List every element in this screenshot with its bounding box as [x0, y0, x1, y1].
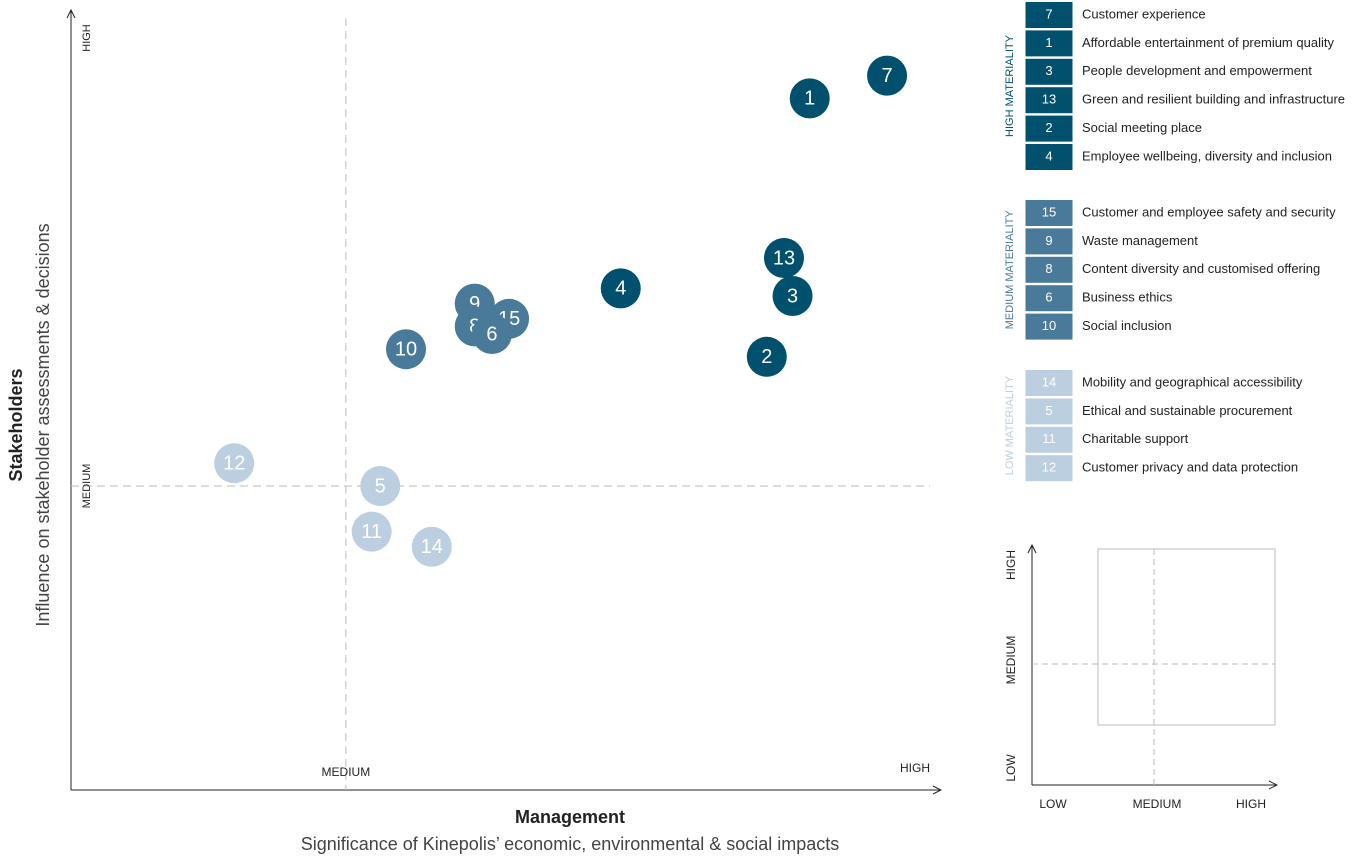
- key-x-label: HIGH: [1236, 797, 1266, 811]
- point-label: 6: [486, 323, 497, 345]
- y-axis-subtitle: Influence on stakeholder assessments & d…: [33, 223, 53, 626]
- point: [763, 238, 804, 278]
- legend-group-title: MEDIUM MATERIALITY: [1004, 210, 1016, 330]
- key-y-label: MEDIUM: [1004, 636, 1018, 685]
- legend-swatch: [1024, 29, 1074, 58]
- point: [214, 443, 255, 484]
- legend-number: 6: [1045, 290, 1052, 305]
- legend-text: Affordable entertainment of premium qual…: [1082, 35, 1334, 50]
- point-label: 2: [761, 346, 772, 368]
- legend-number: 8: [1045, 261, 1052, 276]
- legend-number: 3: [1045, 63, 1052, 78]
- legend-text: Social meeting place: [1082, 120, 1202, 135]
- legend-swatch: [1024, 227, 1074, 256]
- point: [386, 329, 427, 370]
- legend-swatch: [1024, 397, 1074, 426]
- y-axis-title: Stakeholders: [6, 368, 26, 481]
- legend-number: 5: [1045, 403, 1052, 418]
- y-tick-label: MEDIUM: [81, 464, 93, 509]
- legend-text: Business ethics: [1082, 290, 1173, 305]
- point: [471, 314, 512, 354]
- point-label: 14: [421, 536, 443, 558]
- legend-number: 12: [1042, 460, 1056, 475]
- legend-number: 14: [1042, 374, 1056, 389]
- legend-swatch: [1024, 369, 1074, 397]
- legend-text: Employee wellbeing, diversity and inclus…: [1082, 148, 1332, 163]
- legend-swatch: [1024, 199, 1074, 227]
- legend-number: 9: [1045, 233, 1052, 248]
- key-x-label: MEDIUM: [1133, 797, 1182, 811]
- legend-text: People development and empowerment: [1082, 63, 1312, 78]
- point: [746, 336, 787, 377]
- legend-swatch: [1024, 425, 1074, 454]
- legend-number: 7: [1045, 6, 1052, 21]
- key-y-label: HIGH: [1004, 550, 1018, 580]
- point: [789, 78, 830, 119]
- point-label: 9: [469, 293, 480, 315]
- x-axis-title: Management: [515, 807, 625, 827]
- legend-swatch: [1024, 143, 1074, 171]
- x-axis-subtitle: Significance of Kinepolis’ economic, env…: [301, 834, 840, 854]
- point-label: 4: [615, 278, 626, 300]
- point-label: 11: [361, 521, 382, 543]
- legend-group-title: LOW MATERIALITY: [1004, 375, 1016, 475]
- legend-swatch: [1024, 86, 1074, 115]
- point-label: 12: [223, 452, 245, 474]
- legend-text: Mobility and geographical accessibility: [1082, 374, 1303, 389]
- legend-group-title: HIGH MATERIALITY: [1004, 34, 1016, 137]
- legend-swatch: [1024, 1, 1074, 29]
- point: [411, 526, 452, 567]
- point: [351, 511, 392, 552]
- legend-swatch: [1024, 114, 1074, 143]
- legend-number: 13: [1042, 92, 1056, 107]
- legend-text: Waste management: [1082, 233, 1198, 248]
- key-x-label: LOW: [1039, 797, 1067, 811]
- legend-number: 15: [1042, 204, 1056, 219]
- legend-number: 2: [1045, 120, 1052, 135]
- x-tick-label: HIGH: [900, 761, 930, 775]
- key-box: [1097, 548, 1276, 726]
- legend-number: 11: [1042, 431, 1056, 446]
- legend-swatch: [1024, 454, 1074, 483]
- legend-number: 4: [1045, 148, 1052, 163]
- key-y-label: LOW: [1004, 754, 1018, 782]
- point-label: 7: [881, 65, 892, 87]
- legend-swatch: [1024, 284, 1074, 313]
- legend-text: Green and resilient building and infrast…: [1082, 92, 1345, 107]
- legend-number: 1: [1045, 35, 1052, 50]
- legend-text: Customer privacy and data protection: [1082, 460, 1298, 475]
- legend-number: 10: [1042, 318, 1056, 333]
- point: [867, 55, 908, 96]
- point: [600, 268, 641, 309]
- legend-text: Customer and employee safety and securit…: [1082, 204, 1336, 219]
- legend-swatch: [1024, 312, 1074, 341]
- point-label: 3: [787, 285, 798, 307]
- legend-text: Customer experience: [1082, 6, 1206, 21]
- point-label: 1: [804, 88, 815, 110]
- legend-swatch: [1024, 255, 1074, 284]
- legend-text: Content diversity and customised offerin…: [1082, 261, 1320, 276]
- y-tick-label: HIGH: [81, 24, 93, 52]
- x-tick-label: MEDIUM: [322, 765, 371, 779]
- legend-text: Social inclusion: [1082, 318, 1172, 333]
- point: [772, 276, 813, 316]
- point: [360, 466, 401, 506]
- legend-swatch: [1024, 57, 1074, 86]
- point-label: 13: [773, 247, 795, 269]
- legend-text: Ethical and sustainable procurement: [1082, 403, 1293, 418]
- legend-text: Charitable support: [1082, 431, 1189, 446]
- point-label: 10: [395, 338, 417, 360]
- point-label: 5: [375, 475, 386, 497]
